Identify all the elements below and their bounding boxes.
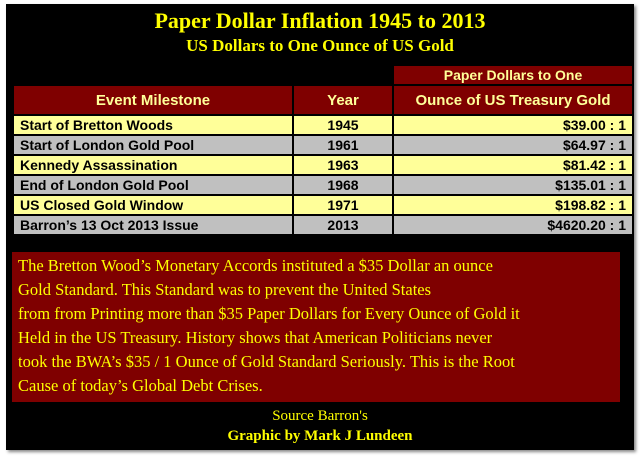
table-cell: 1945 xyxy=(292,114,394,136)
note-line: Held in the US Treasury. History shows t… xyxy=(18,328,493,347)
note-box: The Bretton Wood’s Monetary Accords inst… xyxy=(12,252,620,402)
table-row: Barron’s 13 Oct 2013 Issue 2013 $4620.20 :… xyxy=(12,214,634,236)
table-row: Kennedy Assassination 1963 $81.42 : 1 xyxy=(12,154,634,176)
table-cell: US Closed Gold Window xyxy=(12,194,294,216)
table-cell: $135.01 : 1 xyxy=(392,174,634,196)
table-cell: $39.00 : 1 xyxy=(392,114,634,136)
table-cell: Barron’s 13 Oct 2013 Issue xyxy=(12,214,294,236)
title: Paper Dollar Inflation 1945 to 2013 xyxy=(154,8,486,33)
graphic-frame: Paper Dollar Inflation 1945 to 2013 US D… xyxy=(6,4,634,450)
inflation-table: Paper Dollars to One Event Milestone Yea… xyxy=(12,64,634,236)
table-cell: End of London Gold Pool xyxy=(12,174,294,196)
table-cell: $4620.20 : 1 xyxy=(392,214,634,236)
table-row: Start of Bretton Woods 1945 $39.00 : 1 xyxy=(12,114,634,136)
table-cell: 1968 xyxy=(292,174,394,196)
note-line: Cause of today’s Global Debt Crises. xyxy=(18,376,263,395)
column-header: Ounce of US Treasury Gold xyxy=(392,84,634,116)
header-row: Event Milestone Year Ounce of US Treasur… xyxy=(12,84,634,116)
table-cell: $81.42 : 1 xyxy=(392,154,634,176)
subtitle: US Dollars to One Ounce of US Gold xyxy=(186,36,454,55)
note-line: Gold Standard. This Standard was to prev… xyxy=(18,280,432,299)
blank-cell xyxy=(12,64,294,86)
table-row: End of London Gold Pool 1968 $135.01 : 1 xyxy=(12,174,634,196)
credit: Graphic by Mark J Lundeen xyxy=(227,428,413,444)
table-row: Start of London Gold Pool 1961 $64.97 : 1 xyxy=(12,134,634,156)
super-header: Paper Dollars to One xyxy=(392,64,634,86)
source: Source Barron's xyxy=(272,408,368,424)
table-cell: Start of Bretton Woods xyxy=(12,114,294,136)
table-cell: Start of London Gold Pool xyxy=(12,134,294,156)
table-cell: 1971 xyxy=(292,194,394,216)
table-cell: 2013 xyxy=(292,214,394,236)
column-header: Event Milestone xyxy=(12,84,294,116)
note-line: took the BWA’s $35 / 1 Ounce of Gold Sta… xyxy=(18,352,515,371)
blank-cell xyxy=(292,64,394,86)
column-header: Year xyxy=(292,84,394,116)
table-cell: 1961 xyxy=(292,134,394,156)
table-cell: Kennedy Assassination xyxy=(12,154,294,176)
super-header-row: Paper Dollars to One xyxy=(12,64,634,86)
note-line: The Bretton Wood’s Monetary Accords inst… xyxy=(18,256,493,275)
table-cell: 1963 xyxy=(292,154,394,176)
table-cell: $198.82 : 1 xyxy=(392,194,634,216)
table-cell: $64.97 : 1 xyxy=(392,134,634,156)
note-line: from from Printing more than $35 Paper D… xyxy=(18,304,520,323)
table-row: US Closed Gold Window 1971 $198.82 : 1 xyxy=(12,194,634,216)
